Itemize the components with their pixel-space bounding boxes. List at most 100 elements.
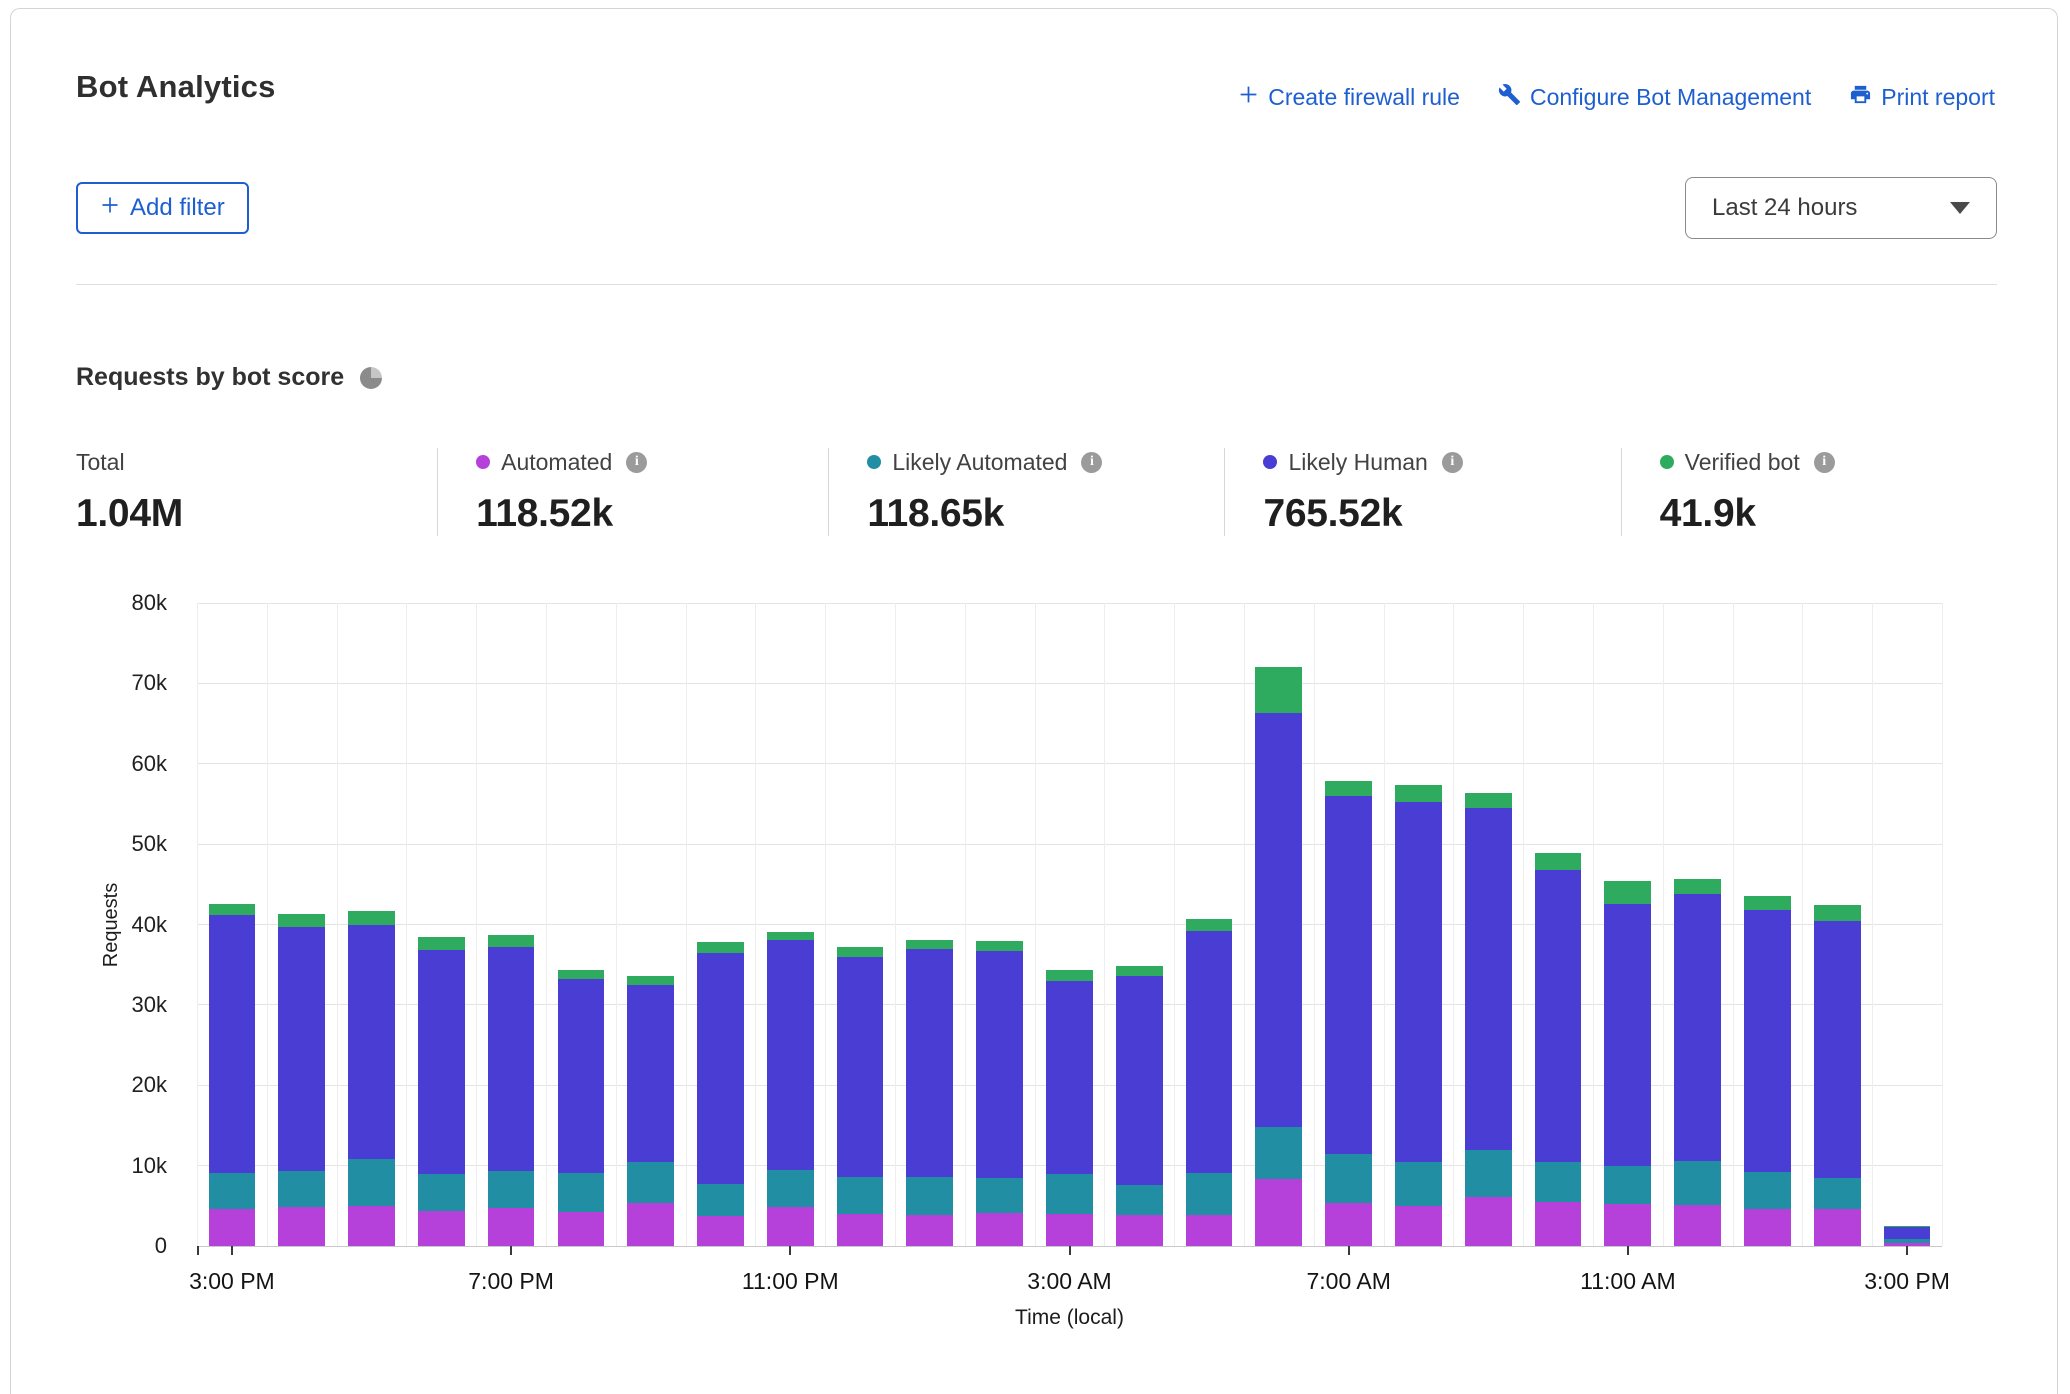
bar-11-segment-likely-automated[interactable] <box>976 1178 1023 1213</box>
bar-8-segment-likely-human[interactable] <box>767 940 814 1171</box>
bar-23-segment-likely-automated[interactable] <box>1814 1178 1861 1209</box>
bar-1-segment-likely-human[interactable] <box>278 927 325 1171</box>
bar-7-segment-likely-automated[interactable] <box>697 1184 744 1216</box>
bar-10-segment-likely-human[interactable] <box>906 949 953 1176</box>
bar-9-segment-verified-bot[interactable] <box>837 947 884 957</box>
bar-17[interactable] <box>1395 785 1442 1246</box>
bar-13-segment-verified-bot[interactable] <box>1116 966 1163 976</box>
bar-6-segment-verified-bot[interactable] <box>627 976 674 985</box>
bar-6[interactable] <box>627 976 674 1246</box>
bar-3-segment-verified-bot[interactable] <box>418 937 465 950</box>
bar-12-segment-automated[interactable] <box>1046 1214 1093 1246</box>
add-filter-button[interactable]: Add filter <box>76 182 249 234</box>
bar-21-segment-automated[interactable] <box>1674 1205 1721 1246</box>
bar-16[interactable] <box>1325 781 1372 1246</box>
bar-14[interactable] <box>1186 919 1233 1246</box>
bar-19-segment-likely-human[interactable] <box>1535 870 1582 1162</box>
bar-9[interactable] <box>837 947 884 1246</box>
bar-23-segment-automated[interactable] <box>1814 1209 1861 1246</box>
bar-16-segment-likely-automated[interactable] <box>1325 1154 1372 1203</box>
bar-14-segment-verified-bot[interactable] <box>1186 919 1233 931</box>
bar-19[interactable] <box>1535 853 1582 1246</box>
bar-1-segment-likely-automated[interactable] <box>278 1171 325 1207</box>
bar-15-segment-verified-bot[interactable] <box>1255 667 1302 714</box>
bar-10[interactable] <box>906 940 953 1246</box>
bar-7-segment-verified-bot[interactable] <box>697 942 744 952</box>
bar-12-segment-likely-automated[interactable] <box>1046 1174 1093 1213</box>
bar-14-segment-likely-automated[interactable] <box>1186 1173 1233 1215</box>
bar-8-segment-verified-bot[interactable] <box>767 932 814 940</box>
bar-18-segment-likely-automated[interactable] <box>1465 1150 1512 1197</box>
bar-23[interactable] <box>1814 905 1861 1246</box>
bar-9-segment-automated[interactable] <box>837 1214 884 1246</box>
bar-9-segment-likely-automated[interactable] <box>837 1177 884 1214</box>
bar-2-segment-likely-automated[interactable] <box>348 1159 395 1206</box>
bar-12-segment-verified-bot[interactable] <box>1046 970 1093 980</box>
bar-0-segment-likely-automated[interactable] <box>209 1173 256 1209</box>
bar-16-segment-automated[interactable] <box>1325 1203 1372 1246</box>
bar-1-segment-verified-bot[interactable] <box>278 914 325 927</box>
bar-22-segment-likely-automated[interactable] <box>1744 1172 1791 1209</box>
bar-13-segment-automated[interactable] <box>1116 1215 1163 1246</box>
bar-14-segment-automated[interactable] <box>1186 1215 1233 1246</box>
bar-6-segment-automated[interactable] <box>627 1203 674 1246</box>
bar-6-segment-likely-human[interactable] <box>627 985 674 1162</box>
bar-20-segment-automated[interactable] <box>1604 1204 1651 1246</box>
info-icon[interactable] <box>1442 452 1463 473</box>
bar-11-segment-automated[interactable] <box>976 1213 1023 1246</box>
bar-15[interactable] <box>1255 667 1302 1246</box>
bar-7-segment-automated[interactable] <box>697 1216 744 1246</box>
bar-23-segment-verified-bot[interactable] <box>1814 905 1861 921</box>
bar-3-segment-likely-automated[interactable] <box>418 1174 465 1210</box>
bar-0[interactable] <box>209 904 256 1246</box>
bar-24[interactable] <box>1884 1226 1931 1246</box>
bar-21-segment-likely-human[interactable] <box>1674 894 1721 1161</box>
bar-19-segment-automated[interactable] <box>1535 1202 1582 1246</box>
bar-1[interactable] <box>278 914 325 1246</box>
bar-18-segment-verified-bot[interactable] <box>1465 793 1512 809</box>
bar-13-segment-likely-human[interactable] <box>1116 976 1163 1185</box>
bar-5[interactable] <box>558 970 605 1246</box>
bar-7-segment-likely-human[interactable] <box>697 953 744 1184</box>
bar-2[interactable] <box>348 911 395 1246</box>
info-icon[interactable] <box>1081 452 1102 473</box>
bar-2-segment-likely-human[interactable] <box>348 925 395 1160</box>
bar-3-segment-likely-human[interactable] <box>418 950 465 1174</box>
bar-11-segment-verified-bot[interactable] <box>976 941 1023 951</box>
bar-16-segment-likely-human[interactable] <box>1325 796 1372 1154</box>
bar-21-segment-likely-automated[interactable] <box>1674 1161 1721 1205</box>
bar-5-segment-likely-automated[interactable] <box>558 1173 605 1212</box>
bar-10-segment-automated[interactable] <box>906 1215 953 1246</box>
configure-bot-management-link[interactable]: Configure Bot Management <box>1498 83 1811 112</box>
bar-15-segment-likely-automated[interactable] <box>1255 1127 1302 1179</box>
bar-7[interactable] <box>697 942 744 1246</box>
bar-10-segment-likely-automated[interactable] <box>906 1177 953 1215</box>
bar-3[interactable] <box>418 937 465 1246</box>
bar-17-segment-likely-automated[interactable] <box>1395 1162 1442 1205</box>
bar-4-segment-automated[interactable] <box>488 1208 535 1246</box>
bar-21[interactable] <box>1674 879 1721 1246</box>
bar-8-segment-automated[interactable] <box>767 1207 814 1246</box>
bar-20-segment-likely-automated[interactable] <box>1604 1166 1651 1204</box>
bar-2-segment-automated[interactable] <box>348 1206 395 1246</box>
bar-4[interactable] <box>488 935 535 1246</box>
bar-11[interactable] <box>976 941 1023 1246</box>
bar-5-segment-verified-bot[interactable] <box>558 970 605 980</box>
bar-17-segment-verified-bot[interactable] <box>1395 785 1442 802</box>
bar-0-segment-automated[interactable] <box>209 1209 256 1246</box>
bar-12-segment-likely-human[interactable] <box>1046 981 1093 1175</box>
info-icon[interactable] <box>1814 452 1835 473</box>
bar-18-segment-likely-human[interactable] <box>1465 808 1512 1150</box>
bar-17-segment-likely-human[interactable] <box>1395 802 1442 1162</box>
bar-18-segment-automated[interactable] <box>1465 1197 1512 1246</box>
bar-1-segment-automated[interactable] <box>278 1207 325 1246</box>
bar-15-segment-automated[interactable] <box>1255 1179 1302 1246</box>
bar-17-segment-automated[interactable] <box>1395 1206 1442 1246</box>
bar-21-segment-verified-bot[interactable] <box>1674 879 1721 894</box>
bar-9-segment-likely-human[interactable] <box>837 957 884 1176</box>
bar-19-segment-verified-bot[interactable] <box>1535 853 1582 870</box>
bar-19-segment-likely-automated[interactable] <box>1535 1162 1582 1202</box>
bar-23-segment-likely-human[interactable] <box>1814 921 1861 1177</box>
bar-5-segment-likely-human[interactable] <box>558 979 605 1173</box>
bar-18[interactable] <box>1465 793 1512 1246</box>
